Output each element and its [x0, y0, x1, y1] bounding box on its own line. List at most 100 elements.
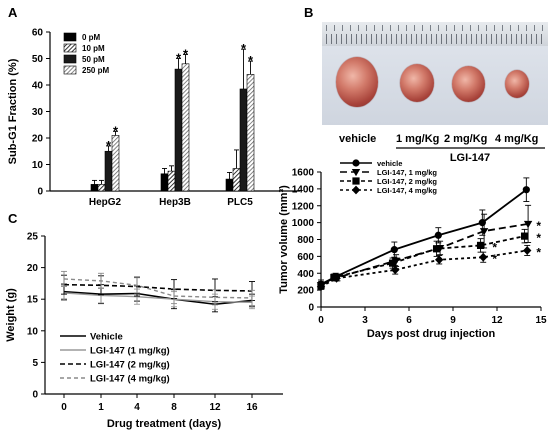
legend-label: LGI-147, 2 mg/kg — [377, 177, 437, 186]
data-point — [332, 273, 341, 283]
legend-label: 50 pM — [82, 55, 105, 64]
legend-label: LGI-147 (4 mg/kg) — [90, 374, 170, 385]
legend-swatch — [63, 54, 77, 64]
chart-weight: 0 5 10 15 20 25 0 1 4 8 12 16 Weight (g) Drug treatme… — [5, 232, 283, 430]
x-tick-label: 1 — [98, 402, 104, 413]
x-tick-label: Hep3B — [159, 197, 191, 208]
x-tick-label: 0 — [318, 315, 324, 326]
panel-letter-b: B — [304, 5, 313, 20]
bar — [232, 168, 241, 192]
data-point — [432, 245, 441, 253]
tumor-photo — [322, 22, 548, 125]
x-tick-label: 0 — [61, 402, 67, 413]
tumor-vehicle — [336, 57, 378, 107]
y-tick-label: 5 — [32, 358, 38, 369]
x-axis-label: Drug treatment (days) — [107, 418, 222, 430]
x-tick-label: 6 — [406, 315, 412, 326]
bar — [160, 173, 169, 192]
data-point — [523, 220, 533, 229]
data-point — [388, 259, 397, 267]
y-tick-label: 0 — [308, 303, 314, 314]
data-point — [435, 255, 444, 265]
significance-marker: * — [492, 240, 497, 254]
x-tick-label: 12 — [491, 315, 503, 326]
series-line — [320, 188, 527, 286]
photo-label-4mg: 4 mg/Kg — [495, 133, 538, 145]
panel-letter-c: C — [8, 211, 18, 226]
ruler-image — [322, 22, 548, 46]
y-tick-label: 0 — [32, 390, 38, 401]
legend-label: 0 pM — [82, 33, 101, 42]
legend-label: Vehicle — [90, 332, 123, 343]
bar — [246, 74, 255, 192]
legend-swatch — [63, 32, 77, 42]
data-point — [522, 186, 530, 194]
y-axis-label: Weight (g) — [5, 288, 17, 342]
significance-marker: * — [536, 231, 541, 245]
chart-tumor-volume: 0 200 400 600 800 1000 1200 1400 1600 0 3 6 9 12 15 Tum… — [278, 159, 547, 340]
series-line — [63, 292, 253, 304]
significance-marker: * — [183, 47, 189, 62]
tumor-4mg — [505, 70, 529, 98]
bar — [174, 68, 183, 192]
legend-marker — [352, 159, 360, 167]
y-tick-label: 60 — [32, 28, 44, 39]
data-point — [478, 219, 486, 227]
legend-label: LGI-147 (2 mg/kg) — [90, 360, 170, 371]
y-axis-label: Tumor volume (mm³) — [278, 185, 290, 294]
series-line — [320, 235, 525, 287]
x-tick-label: 4 — [134, 402, 140, 413]
photo-label-2mg: 2 mg/Kg — [444, 133, 487, 145]
x-tick-label: 3 — [362, 315, 368, 326]
bar — [167, 170, 176, 192]
series-line — [63, 283, 253, 292]
legend-label: vehicle — [377, 159, 402, 168]
data-point — [479, 252, 488, 262]
significance-marker: * — [248, 53, 254, 68]
legend-marker — [351, 169, 361, 177]
y-tick-label: 10 — [32, 160, 44, 171]
x-tick-label: PLC5 — [227, 197, 253, 208]
significance-marker: * — [241, 41, 247, 56]
significance-marker: * — [176, 51, 182, 66]
y-tick-label: 20 — [32, 134, 44, 145]
legend-marker — [352, 177, 360, 185]
tumor-1mg — [400, 64, 434, 102]
y-tick-label: 15 — [27, 295, 39, 306]
data-point — [520, 232, 529, 240]
y-axis-label: Sub-G1 Fraction (%) — [7, 58, 19, 164]
photo-label-vehicle: vehicle — [339, 133, 376, 145]
legend-label: LGI-147 (1 mg/kg) — [90, 346, 170, 357]
bar — [97, 184, 106, 192]
x-axis-label: Days post drug injection — [367, 328, 496, 340]
y-tick-label: 600 — [297, 252, 314, 263]
bar — [225, 178, 234, 192]
x-tick-label: 15 — [535, 315, 547, 326]
legend-label: 10 pM — [82, 44, 105, 53]
legend-label: LGI-147, 1 mg/kg — [377, 168, 437, 177]
photo-drug-label: LGI-147 — [450, 152, 490, 164]
photo-label-1mg: 1 mg/Kg — [396, 133, 439, 145]
y-tick-label: 1200 — [292, 201, 315, 212]
y-tick-label: 10 — [27, 326, 39, 337]
legend-swatch — [63, 65, 77, 75]
bar — [90, 184, 99, 192]
significance-marker: * — [113, 123, 119, 138]
panel-letter-a: A — [8, 5, 18, 20]
x-tick-label: 16 — [246, 402, 258, 413]
legend-label: 250 pM — [82, 66, 109, 75]
tumor-2mg — [452, 66, 485, 102]
bar — [104, 150, 113, 192]
data-point — [523, 246, 532, 255]
data-point — [479, 228, 489, 236]
data-point — [434, 231, 442, 239]
x-tick-label: HepG2 — [89, 197, 122, 208]
x-tick-label: 8 — [171, 402, 177, 413]
chart-subg1: 0 10 20 30 40 50 60 Sub-G1 Fraction (%) HepG2 Hep… — [7, 28, 300, 208]
x-tick-label: 12 — [209, 402, 221, 413]
legend-swatch — [63, 43, 77, 53]
y-tick-label: 200 — [297, 286, 314, 297]
y-tick-label: 1000 — [292, 218, 315, 229]
y-tick-label: 800 — [297, 235, 314, 246]
